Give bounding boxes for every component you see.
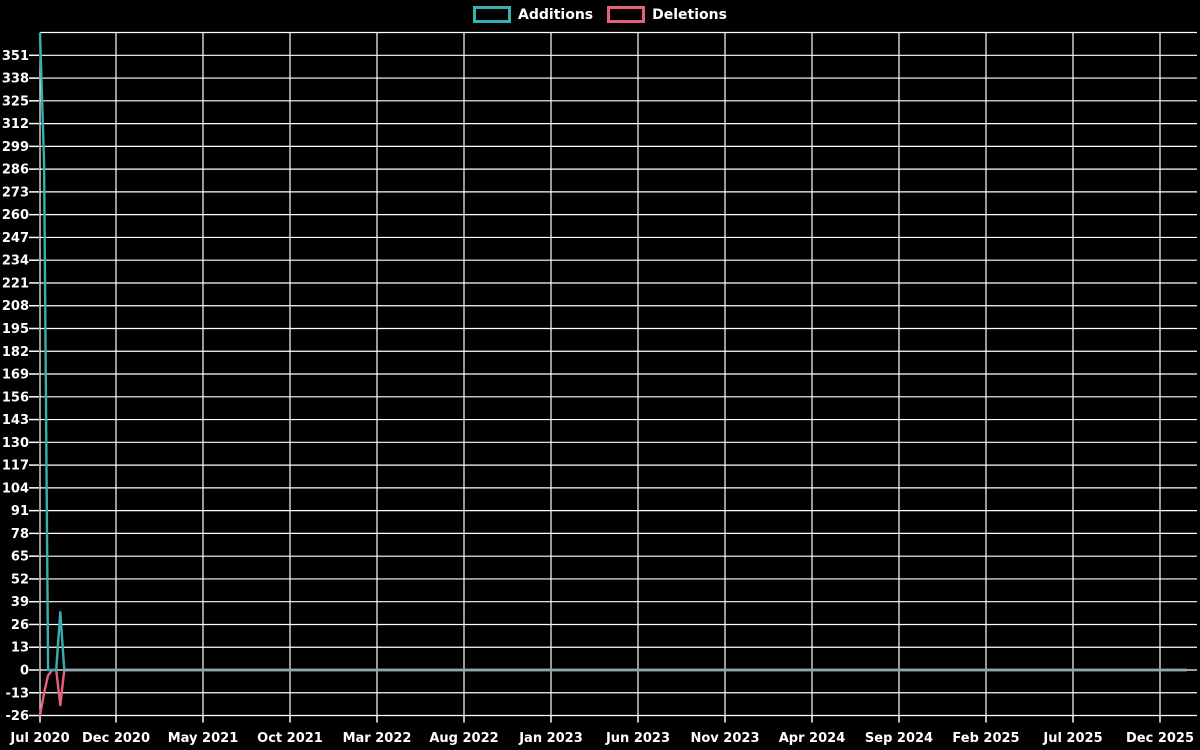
- x-axis-tick-label: Aug 2022: [429, 731, 498, 746]
- x-axis-tick-label: Jan 2023: [518, 731, 583, 746]
- x-axis-tick-label: Feb 2025: [952, 731, 1019, 746]
- y-axis-tick-label: 247: [2, 231, 29, 246]
- y-axis-tick-label: 312: [2, 117, 29, 132]
- x-axis-tick-label: Apr 2024: [779, 731, 846, 746]
- y-axis-tick-label: 104: [2, 481, 29, 496]
- deletions-legend-swatch-icon: [607, 6, 646, 23]
- y-axis-tick-label: -13: [6, 686, 30, 701]
- y-axis-tick-label: 234: [2, 254, 29, 269]
- y-axis-tick-label: 351: [2, 49, 29, 64]
- x-axis-tick-label: Sep 2024: [865, 731, 933, 746]
- x-axis-tick-label: Jul 2025: [1042, 731, 1102, 746]
- x-axis-tick-label: Nov 2023: [691, 731, 760, 746]
- y-axis-tick-label: 195: [2, 322, 29, 337]
- y-axis-tick-label: 117: [2, 459, 29, 474]
- y-axis-tick-label: 39: [11, 595, 29, 610]
- x-axis-tick-label: Oct 2021: [257, 731, 323, 746]
- y-axis-tick-label: 273: [2, 185, 29, 200]
- y-axis-tick-label: 286: [2, 163, 29, 178]
- x-axis-tick-label: Jun 2023: [605, 731, 670, 746]
- y-axis-tick-label: 325: [2, 94, 29, 109]
- axis-ticks: [29, 54, 1161, 723]
- y-axis-tick-label: -26: [6, 709, 30, 724]
- x-axis-tick-label: Jul 2020: [9, 731, 69, 746]
- y-axis-tick-label: 169: [2, 368, 29, 383]
- x-axis-tick-label: Dec 2020: [82, 731, 150, 746]
- chart-legend: Additions Deletions: [0, 6, 1200, 23]
- additions-legend-swatch-icon: [473, 6, 512, 23]
- y-axis-tick-label: 130: [2, 436, 29, 451]
- y-axis-tick-label: 26: [11, 618, 29, 633]
- y-axis-tick-label: 338: [2, 72, 29, 87]
- y-axis-tick-label: 143: [2, 413, 29, 428]
- y-axis-tick-label: 260: [2, 208, 29, 223]
- y-axis-tick-label: 221: [2, 276, 29, 291]
- legend-item-deletions[interactable]: Deletions: [607, 6, 727, 23]
- additions-legend-label: Additions: [518, 6, 594, 23]
- deletions-legend-label: Deletions: [652, 6, 727, 23]
- legend-item-additions[interactable]: Additions: [473, 6, 593, 23]
- y-axis-tick-label: 182: [2, 345, 29, 360]
- y-axis-tick-label: 208: [2, 299, 29, 314]
- y-axis-tick-label: 299: [2, 140, 29, 155]
- y-axis-tick-label: 91: [11, 504, 29, 519]
- y-axis-tick-label: 78: [11, 527, 29, 542]
- y-axis-tick-label: 0: [20, 664, 29, 679]
- y-axis-tick-label: 156: [2, 390, 29, 405]
- x-axis-tick-label: Mar 2022: [343, 731, 412, 746]
- x-axis-tick-label: Dec 2025: [1126, 731, 1194, 746]
- x-axis-tick-label: May 2021: [168, 731, 239, 746]
- y-axis-tick-label: 13: [11, 641, 29, 656]
- axis-labels: 3513383253122992862732602472342212081951…: [2, 49, 1194, 746]
- gridlines: [39, 31, 1197, 717]
- y-axis-tick-label: 52: [11, 572, 29, 587]
- y-axis-tick-label: 65: [11, 550, 29, 565]
